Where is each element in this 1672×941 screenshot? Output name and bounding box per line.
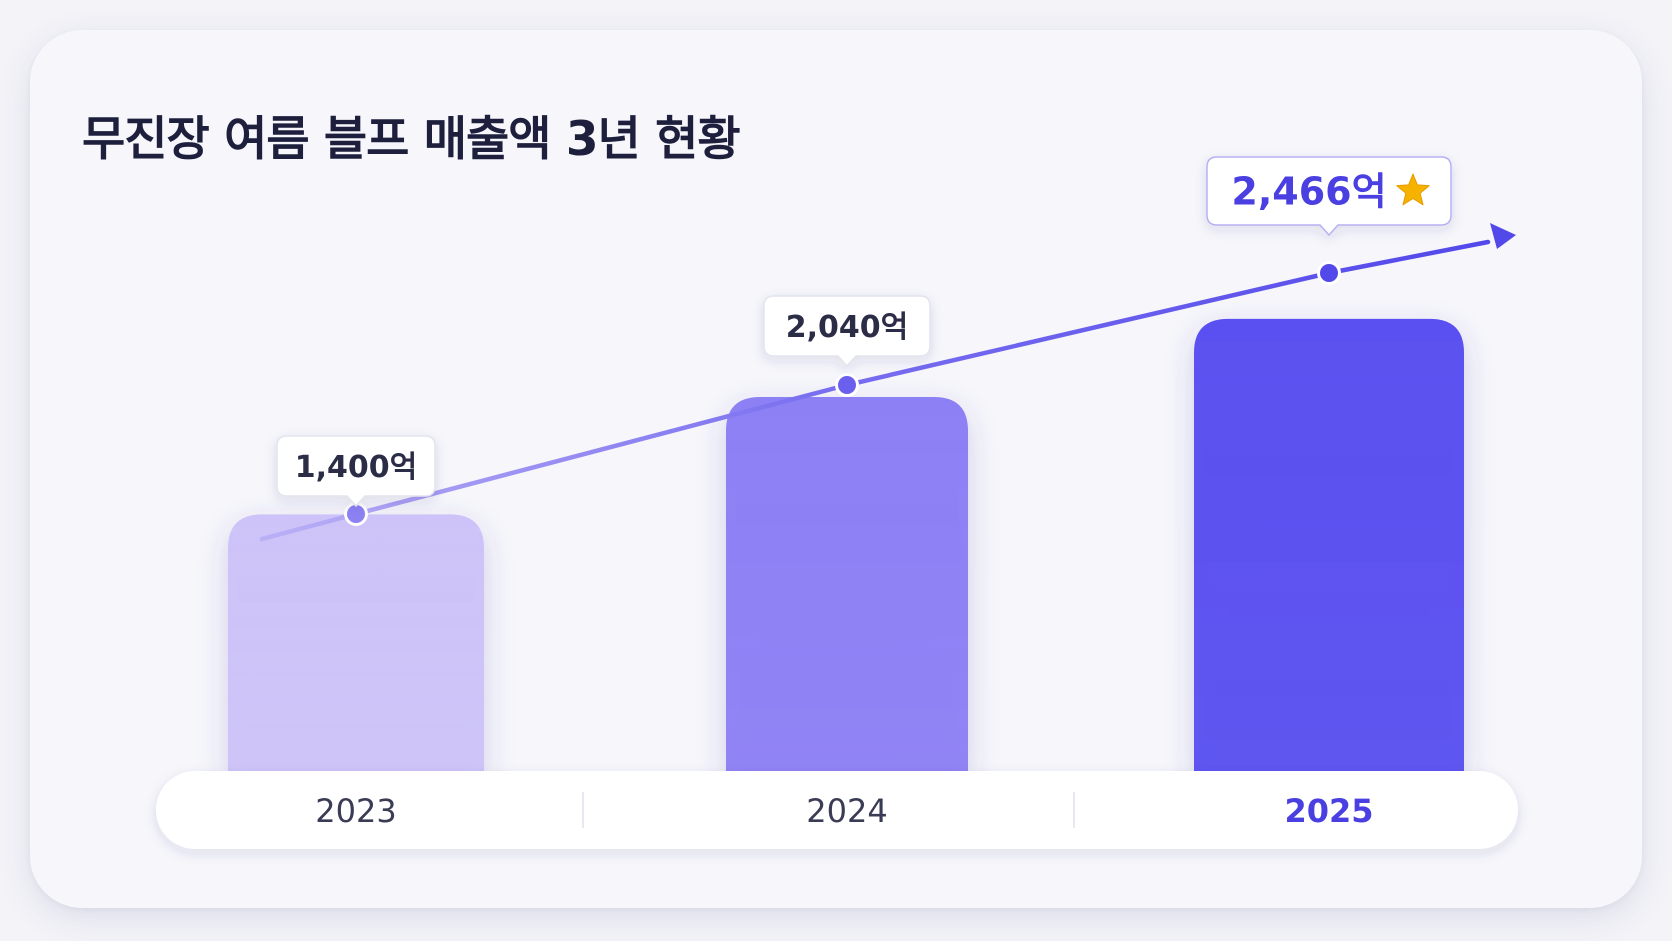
bar-2025	[1194, 318, 1464, 771]
x-tick-label-2024: 2024	[806, 792, 887, 830]
callout-box	[763, 295, 931, 368]
data-label-2025: 2,466억	[1231, 170, 1386, 214]
data-label-callout-2025: 2,466억	[1206, 156, 1452, 237]
star-icon	[1396, 173, 1430, 206]
data-point-2024	[838, 376, 856, 394]
x-tick-label-2025: 2025	[1284, 792, 1373, 830]
callout-box	[276, 435, 436, 508]
callout-box	[1206, 156, 1452, 237]
data-label-callout-2024: 2,040억	[763, 295, 931, 368]
x-axis-bar	[156, 771, 1518, 849]
data-label-2024: 2,040억	[786, 310, 909, 345]
trend-arrowhead	[1490, 223, 1516, 249]
bar-2023	[228, 514, 484, 771]
data-label-callout-2023: 1,400억	[276, 435, 436, 508]
data-label-2023: 1,400억	[295, 450, 418, 485]
data-point-2023	[347, 505, 365, 523]
bar-2024	[726, 397, 968, 771]
data-point-2025	[1320, 264, 1338, 282]
x-tick-label-2023: 2023	[315, 792, 396, 830]
chart-title: 무진장 여름 블프 매출액 3년 현황	[82, 112, 741, 167]
